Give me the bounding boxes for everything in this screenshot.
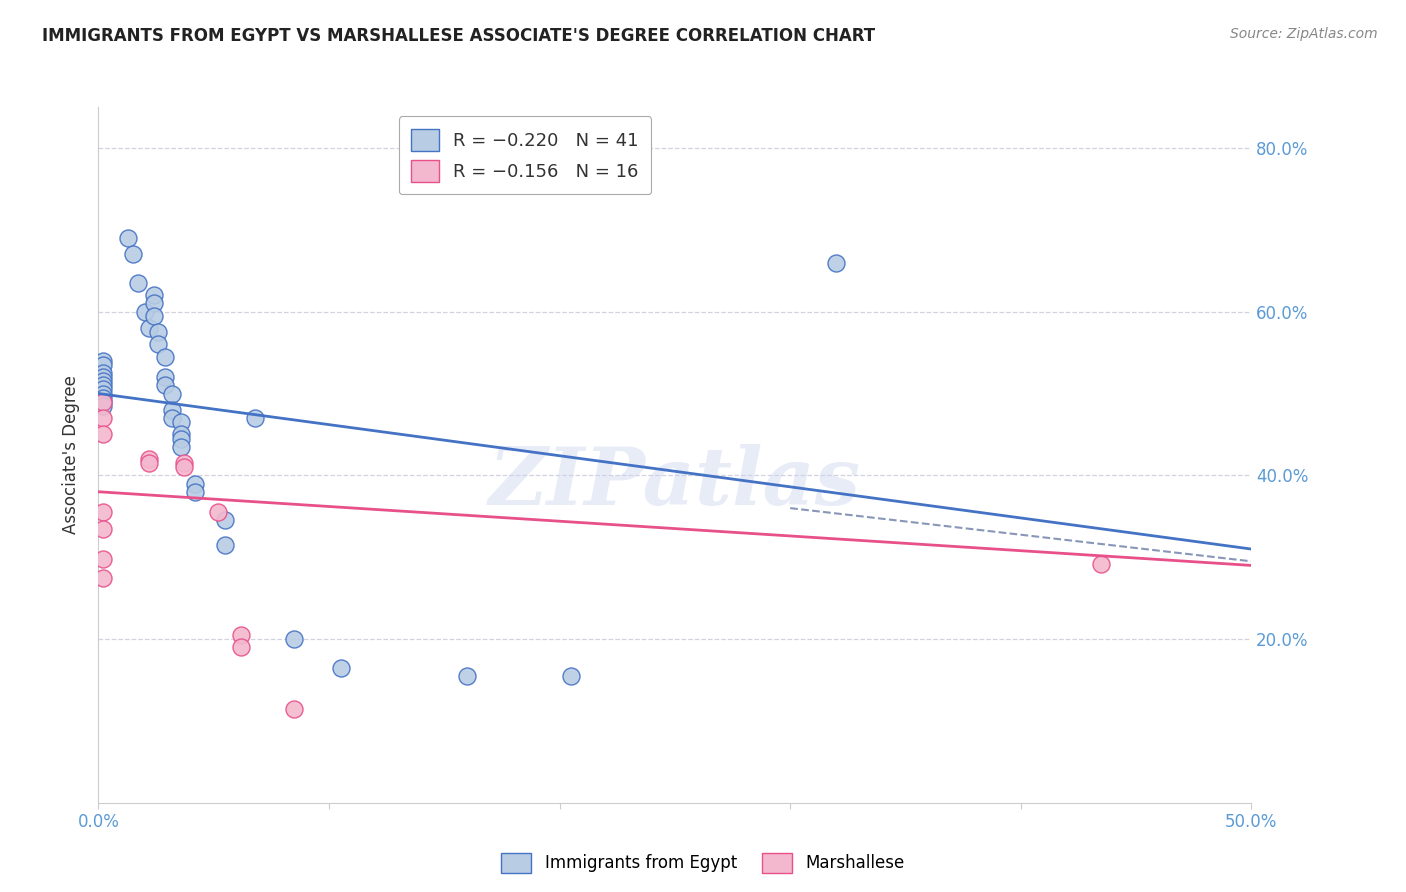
Point — [825, 255, 848, 269]
Y-axis label: Associate's Degree: Associate's Degree — [62, 376, 80, 534]
Point — [127, 276, 149, 290]
Point — [142, 288, 165, 302]
Point — [207, 505, 229, 519]
Text: ZIPatlas: ZIPatlas — [489, 444, 860, 522]
Point — [91, 552, 114, 566]
Point — [155, 350, 177, 364]
Point — [184, 476, 207, 491]
Point — [91, 427, 114, 442]
Point — [245, 411, 267, 425]
Legend: R = −0.220   N = 41, R = −0.156   N = 16: R = −0.220 N = 41, R = −0.156 N = 16 — [399, 116, 651, 194]
Point — [173, 456, 195, 470]
Point — [91, 370, 114, 384]
Point — [142, 309, 165, 323]
Point — [91, 411, 114, 425]
Point — [283, 632, 305, 646]
Point — [283, 701, 305, 715]
Text: Source: ZipAtlas.com: Source: ZipAtlas.com — [1230, 27, 1378, 41]
Point — [231, 628, 253, 642]
Point — [170, 415, 193, 429]
Point — [138, 452, 160, 467]
Point — [91, 366, 114, 380]
Point — [329, 661, 352, 675]
Point — [148, 337, 170, 351]
Point — [173, 460, 195, 475]
Point — [91, 374, 114, 388]
Point — [1090, 557, 1112, 571]
Point — [184, 484, 207, 499]
Point — [117, 231, 139, 245]
Point — [142, 296, 165, 310]
Legend: Immigrants from Egypt, Marshallese: Immigrants from Egypt, Marshallese — [495, 847, 911, 880]
Point — [560, 669, 582, 683]
Point — [122, 247, 145, 261]
Point — [91, 391, 114, 405]
Point — [91, 378, 114, 392]
Point — [155, 378, 177, 392]
Point — [148, 325, 170, 339]
Point — [170, 427, 193, 442]
Point — [214, 513, 236, 527]
Point — [91, 522, 114, 536]
Point — [91, 358, 114, 372]
Point — [214, 538, 236, 552]
Point — [160, 386, 183, 401]
Point — [91, 505, 114, 519]
Point — [160, 403, 183, 417]
Point — [160, 411, 183, 425]
Point — [91, 386, 114, 401]
Point — [170, 432, 193, 446]
Point — [91, 571, 114, 585]
Point — [456, 669, 478, 683]
Point — [155, 370, 177, 384]
Point — [138, 321, 160, 335]
Point — [91, 394, 114, 409]
Point — [91, 394, 114, 409]
Point — [91, 353, 114, 368]
Point — [138, 456, 160, 470]
Point — [170, 440, 193, 454]
Text: IMMIGRANTS FROM EGYPT VS MARSHALLESE ASSOCIATE'S DEGREE CORRELATION CHART: IMMIGRANTS FROM EGYPT VS MARSHALLESE ASS… — [42, 27, 876, 45]
Point — [91, 399, 114, 413]
Point — [231, 640, 253, 655]
Point — [134, 304, 156, 318]
Point — [91, 383, 114, 397]
